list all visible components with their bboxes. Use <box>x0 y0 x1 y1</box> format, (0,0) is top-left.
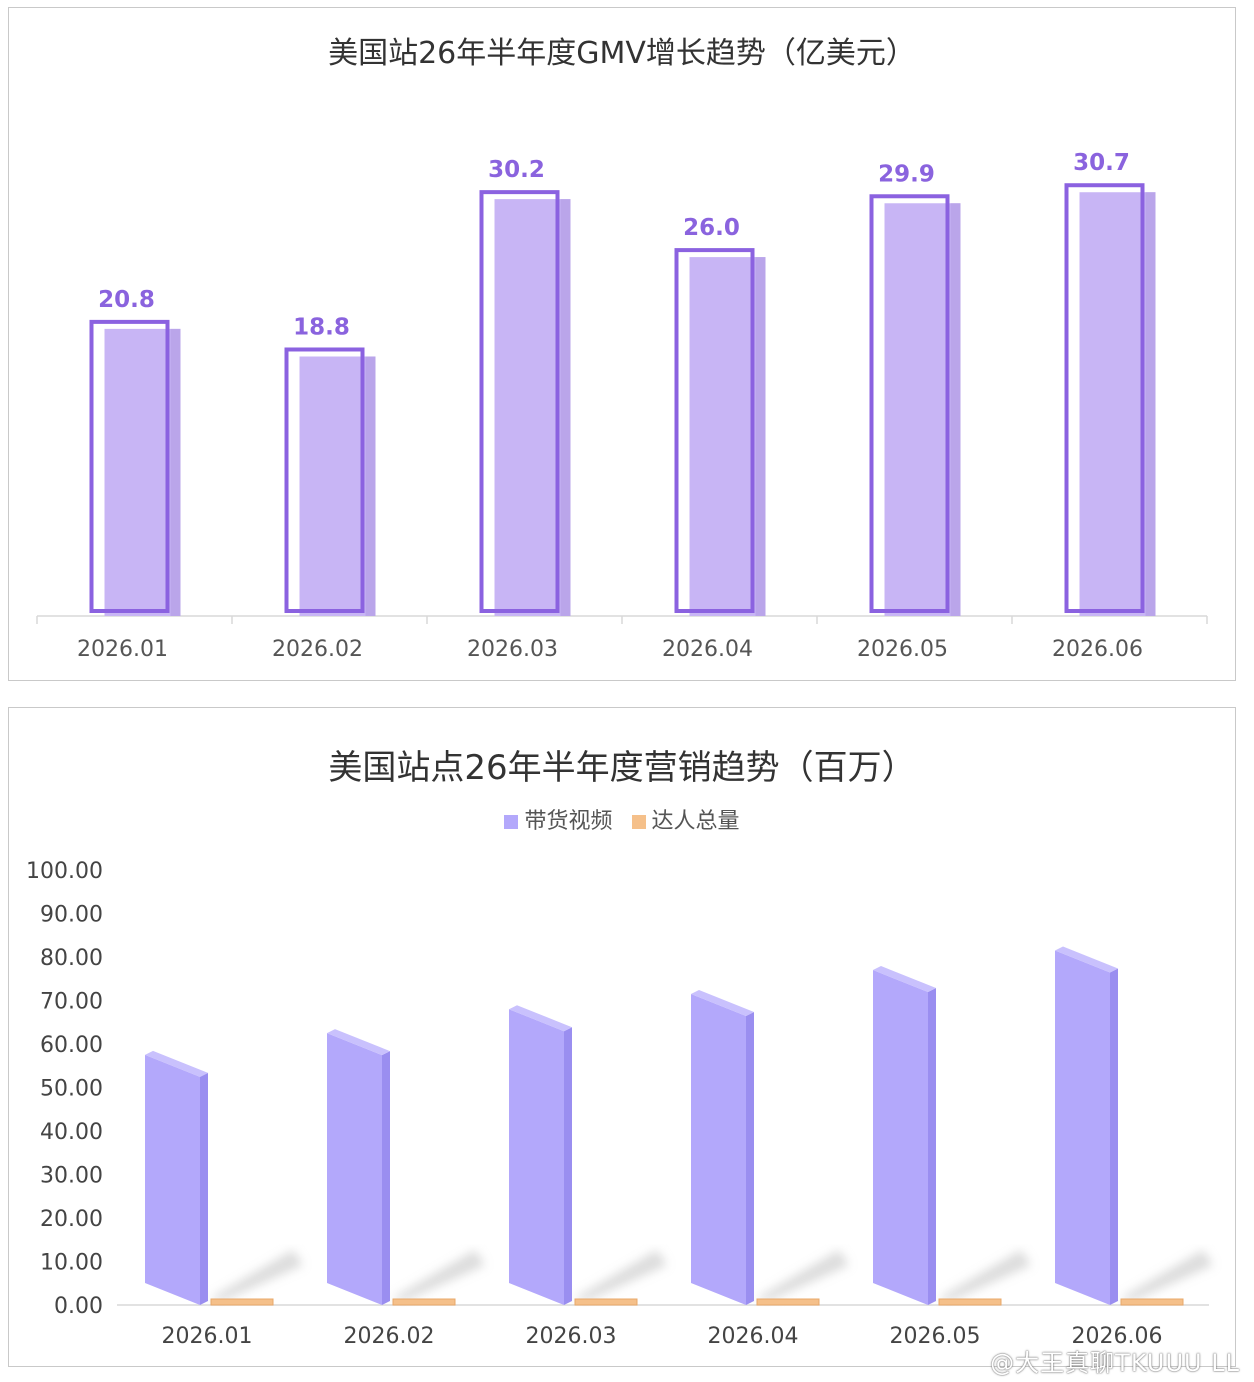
gmv-chart-plot: 20.8 2026.01 18.8 2026.02 30.2 2026.03 26.0 202… <box>36 150 1208 662</box>
video-bar-side <box>746 1011 754 1305</box>
creator-bar <box>210 1298 274 1306</box>
marketing-chart-panel: 美国站点26年半年度营销趋势（百万） 带货视频 达人总量 100.00 90.00… <box>8 707 1236 1367</box>
marketing-chart-plot: 100.00 90.00 80.00 70.00 60.00 50.00 40.00 30.0… <box>26 859 1213 1349</box>
video-bar <box>1055 950 1110 1305</box>
bar-shadow <box>1119 1250 1213 1301</box>
gmv-bar-outline <box>89 319 170 613</box>
video-bar-side <box>382 1051 390 1305</box>
y-tick-label: 80.00 <box>40 946 103 971</box>
video-bar <box>145 1054 200 1305</box>
video-bar-side <box>928 988 936 1305</box>
bar-shadow <box>209 1250 303 1301</box>
x-tick-label: 2026.02 <box>272 637 363 662</box>
legend-swatch-creators <box>631 815 646 829</box>
legend-label-creators: 达人总量 <box>651 809 740 834</box>
video-bar-side <box>1110 968 1118 1305</box>
gmv-bar-side <box>560 199 571 616</box>
x-tick-label: 2026.04 <box>708 1324 799 1349</box>
gmv-bar-outline <box>674 248 755 613</box>
y-tick-label: 70.00 <box>40 990 103 1015</box>
video-bar-top <box>327 1029 390 1056</box>
legend-item-videos: 带货视频 <box>504 803 613 835</box>
video-bar-top <box>145 1050 208 1077</box>
x-tick-label: 2026.04 <box>662 637 753 662</box>
y-tick-label: 30.00 <box>40 1164 103 1189</box>
gmv-bar-side <box>1145 192 1156 616</box>
gmv-value-label: 26.0 <box>683 215 740 241</box>
x-tick-label: 2026.01 <box>77 637 168 662</box>
x-tick-label: 2026.05 <box>890 1324 981 1349</box>
gmv-value-label: 30.7 <box>1073 150 1130 176</box>
video-bar-top <box>873 966 936 993</box>
creator-bar <box>756 1298 820 1306</box>
video-bar <box>509 1009 564 1305</box>
creator-bar <box>938 1298 1002 1306</box>
video-bar <box>691 993 746 1305</box>
x-tick-label: 2026.01 <box>162 1324 253 1349</box>
creator-bar <box>574 1298 638 1306</box>
marketing-chart-title: 美国站点26年半年度营销趋势（百万） <box>328 748 916 788</box>
gmv-bar-side <box>365 356 376 616</box>
video-bar-side <box>564 1027 572 1305</box>
gmv-value-label: 30.2 <box>488 157 545 183</box>
y-tick-label: 60.00 <box>40 1033 103 1058</box>
video-bar-side <box>200 1072 208 1305</box>
video-bar-top <box>691 989 754 1016</box>
legend-item-creators: 达人总量 <box>631 803 740 835</box>
bar-shadow <box>937 1250 1031 1301</box>
gmv-value-label: 18.8 <box>293 314 350 340</box>
creator-bar <box>392 1298 456 1306</box>
y-tick-label: 0.00 <box>54 1294 103 1319</box>
x-tick-label: 2026.03 <box>467 637 558 662</box>
creator-bar <box>1120 1298 1184 1306</box>
legend-swatch-videos <box>504 815 519 829</box>
y-tick-label: 90.00 <box>40 903 103 928</box>
marketing-legend: 带货视频 达人总量 <box>9 803 1235 835</box>
y-tick-label: 50.00 <box>40 1077 103 1102</box>
y-tick-label: 100.00 <box>26 859 103 884</box>
gmv-bar-outline <box>284 347 365 613</box>
x-tick-label: 2026.06 <box>1072 1324 1163 1349</box>
gmv-bar-outline <box>1064 183 1145 613</box>
video-bar-top <box>509 1005 572 1032</box>
gmv-bar-side <box>755 257 766 616</box>
video-bar-top <box>1055 946 1118 973</box>
x-tick-label: 2026.03 <box>526 1324 617 1349</box>
gmv-bar-side <box>950 203 961 616</box>
gmv-value-label: 29.9 <box>878 161 935 187</box>
gmv-value-label: 20.8 <box>98 287 155 313</box>
gmv-chart-title: 美国站26年半年度GMV增长趋势（亿美元） <box>328 36 916 71</box>
video-bar <box>873 970 928 1305</box>
bar-shadow <box>755 1250 849 1301</box>
y-tick-label: 40.00 <box>40 1120 103 1145</box>
x-tick-label: 2026.02 <box>344 1324 435 1349</box>
gmv-bar-side <box>170 328 181 616</box>
bar-shadow <box>391 1250 485 1301</box>
legend-label-videos: 带货视频 <box>524 809 613 834</box>
watermark-text: @大王真聊TKUUU LL <box>990 1349 1240 1377</box>
x-tick-label: 2026.05 <box>857 637 948 662</box>
bar-shadow <box>573 1250 667 1301</box>
gmv-chart-panel: 美国站26年半年度GMV增长趋势（亿美元） 20.8 2026.01 18.8 202… <box>8 7 1236 681</box>
gmv-bar-outline <box>479 190 560 613</box>
gmv-bar-outline <box>869 194 950 614</box>
video-bar <box>327 1033 382 1305</box>
x-tick-label: 2026.06 <box>1052 637 1143 662</box>
y-tick-label: 20.00 <box>40 1207 103 1232</box>
y-tick-label: 10.00 <box>40 1251 103 1276</box>
